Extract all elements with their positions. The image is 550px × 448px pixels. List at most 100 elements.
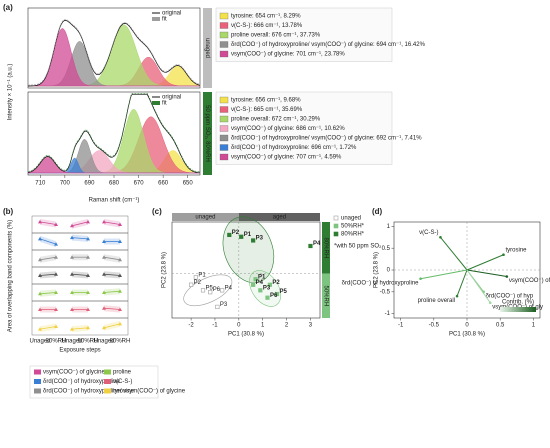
data-point (227, 232, 232, 238)
legend-swatch (152, 17, 160, 21)
loading-vector (456, 269, 468, 297)
point-label: P5 (206, 285, 214, 291)
point-label: P4 (313, 241, 321, 247)
fit-peak (28, 28, 200, 87)
x-tick-label: 0 (237, 323, 241, 329)
data-point (102, 306, 106, 310)
legend-swatch (219, 125, 229, 132)
legend-note: *with 50 ppm SO₂ (334, 244, 382, 250)
legend-label: fit (162, 101, 167, 107)
x-tick-label: -1 (212, 323, 218, 329)
group-label: aged (273, 215, 286, 221)
legend-swatch (219, 41, 229, 48)
x-tick-label: 0.5 (496, 323, 505, 329)
legend-label: νsym(COO⁻) of glycine (43, 370, 106, 376)
plot-frame (171, 221, 321, 319)
x-tick-label: 670 (134, 181, 145, 187)
loading-vector (466, 269, 491, 304)
x-tick-label: 0 (465, 323, 469, 329)
legend-label: δrd(COO⁻) of hydroxyproline (43, 379, 121, 385)
data-point (38, 327, 42, 331)
group-label: unaged (195, 215, 215, 221)
x-tick-label: 1 (532, 323, 536, 329)
loading-vector (466, 254, 504, 271)
x-tick-label: 700 (60, 181, 71, 187)
x-tick-label: 3 (309, 323, 313, 329)
legend-swatch (219, 115, 229, 123)
legend-label: original (162, 11, 181, 17)
legend-label: 80%RH* (341, 232, 365, 238)
legend-swatch (219, 12, 229, 20)
trend-line (103, 256, 121, 261)
x-tick-label: -0.5 (429, 323, 440, 329)
trend-line (39, 256, 57, 261)
data-point (38, 273, 42, 277)
vector-tip (502, 253, 505, 257)
data-point (54, 324, 58, 328)
point-label: P3 (220, 302, 228, 308)
legend-label: 50%RH* (341, 224, 365, 230)
data-point (54, 290, 58, 294)
data-point (70, 327, 74, 331)
trend-line (71, 237, 89, 240)
trend-line (39, 238, 57, 245)
legend-swatch (219, 134, 229, 142)
legend-label: proline overall: 672 cm⁻¹, 30.29% (231, 117, 321, 123)
legend-label: tyrosine: 656 cm⁻¹, 9.68% (231, 98, 301, 104)
data-point (118, 222, 122, 226)
trend-line (103, 290, 121, 293)
y-axis-label: PC2 (23.8 %) (162, 252, 168, 288)
point-label: P2 (272, 280, 280, 286)
trend-line (103, 323, 121, 329)
legend-swatch (219, 144, 229, 151)
x-tick-label: Unaged (61, 339, 82, 345)
x-axis-label: PC1 (30.8 %) (449, 332, 485, 338)
x-tick-label: 660 (158, 181, 169, 187)
data-point (239, 234, 244, 239)
data-point (200, 288, 206, 293)
data-point (70, 235, 74, 240)
x-tick-label: 80%RH (110, 339, 131, 345)
data-point (102, 239, 106, 243)
legend-label: δrd(COO⁻) of hydroxyproline/ νsym(COO⁻) … (231, 136, 422, 142)
legend-swatch (104, 369, 111, 375)
point-label: P3 (256, 236, 264, 242)
data-point (86, 307, 90, 311)
data-point (54, 222, 58, 226)
data-point (70, 290, 74, 294)
legend-label: δrd(COO⁻) of hydroxyproline/ νsym(COO⁻) … (231, 42, 426, 48)
condition-label: unaged (204, 38, 210, 58)
legend-label: proline overall: 676 cm⁻¹, 37.73% (231, 33, 321, 39)
x-tick-label: 650 (183, 181, 194, 187)
vector-label: νsym(COO⁻) of glycine (509, 278, 550, 284)
legend-swatch (333, 231, 339, 237)
data-point (267, 282, 272, 287)
data-point (193, 275, 198, 280)
y-axis-label: Area of overlapping band components (%) (8, 220, 14, 332)
x-axis-label: PC1 (30.8 %) (228, 332, 264, 338)
data-point (253, 277, 258, 282)
data-point (38, 291, 42, 296)
trend-line (39, 292, 57, 295)
condition-tag (203, 92, 212, 175)
data-point (54, 255, 58, 259)
data-point (188, 282, 194, 287)
trend-line (71, 273, 89, 276)
y-tick-label: -1 (385, 311, 391, 317)
trend-line (103, 307, 121, 310)
panel-label: (a) (3, 3, 13, 12)
fit-line (27, 93, 201, 173)
data-point (251, 238, 256, 243)
loading-vector (440, 236, 468, 271)
y-axis-label: PC2 (23.8 %) (374, 252, 380, 288)
data-point (70, 272, 74, 276)
legend-label: Contrib. (%) (502, 300, 534, 306)
data-point (251, 282, 256, 287)
legend-label: tyrosine (113, 389, 135, 395)
trend-line (39, 326, 57, 330)
legend-box (29, 365, 159, 399)
point-label: P2 (232, 230, 240, 236)
legend-label: νsym(COO⁻) of glycine: 701 cm⁻¹, 23.78% (231, 52, 345, 58)
legend-swatch (333, 215, 339, 221)
data-point (38, 307, 42, 311)
